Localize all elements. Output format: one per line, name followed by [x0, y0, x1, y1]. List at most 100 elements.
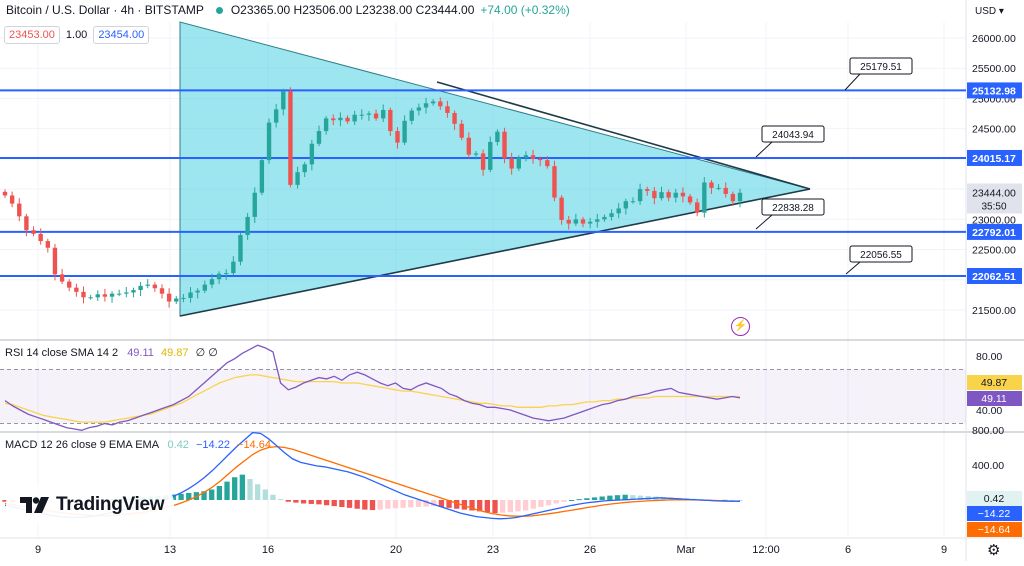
price-callout[interactable]: 25179.51 [844, 57, 913, 91]
candle-body [495, 131, 500, 142]
time-axis[interactable]: 9 13 16 20 23 26 Mar 12:00 6 9 [35, 544, 947, 556]
macd-histogram-bar [277, 499, 284, 501]
candle-body [673, 192, 678, 198]
callout-label: 25179.51 [860, 62, 902, 73]
candle-body [573, 219, 579, 224]
ohlc-values: O23365.00 H23506.00 L23238.00 C23444.00 [230, 3, 475, 17]
candles-layer [2, 87, 743, 308]
macd-histogram-bar [316, 500, 322, 505]
candle-body [216, 273, 222, 280]
price-tick-label: 26000.00 [972, 33, 1016, 45]
macd-histogram-bar [492, 500, 498, 514]
price-axis[interactable]: USD ▾26000.0025500.0025000.0024500.00240… [967, 6, 1022, 537]
candle-body [288, 91, 293, 185]
price-callouts[interactable]: 25179.51 24043.94 22838.28 22056.55 [755, 57, 913, 275]
triangle-pattern[interactable] [179, 21, 811, 317]
candle-body [445, 106, 450, 113]
callout-box[interactable] [849, 245, 913, 263]
price-tick-label: 21500.00 [972, 305, 1016, 317]
callout-box[interactable] [849, 57, 913, 75]
macd-histogram-bar [362, 500, 368, 510]
candle-body [195, 290, 200, 293]
macd-histogram-bar [201, 491, 207, 500]
candle-body [623, 201, 629, 209]
candle-body [331, 118, 336, 121]
macd-histogram-bar [224, 481, 230, 500]
candle-body [430, 101, 436, 104]
candle-body [124, 292, 129, 294]
rsi-tick-label: 40.00 [976, 405, 1002, 417]
candle-body [9, 195, 15, 204]
candle-body [52, 247, 58, 275]
candle-body [181, 297, 186, 299]
macd-legend[interactable]: MACD 12 26 close 9 EMA EMA 0.42 −14.22 −… [5, 439, 271, 451]
quantity-value[interactable]: 1.00 [65, 29, 88, 41]
callout-leader [755, 141, 773, 158]
rsi-sma-value: 49.87 [160, 347, 189, 359]
macd-histogram-bar [507, 500, 513, 513]
candle-body [381, 109, 386, 119]
candle-body [488, 141, 493, 170]
macd-histogram-bar [186, 493, 192, 500]
callout-box[interactable] [761, 198, 825, 216]
macd-tick-label: 400.00 [972, 460, 1004, 472]
macd-histogram-bar [431, 500, 437, 507]
callout-label: 24043.94 [772, 130, 814, 141]
lightning-icon[interactable]: ⚡ [731, 317, 750, 336]
macd-histogram-bar [522, 500, 529, 511]
rsi-extra-value: ∅ ∅ [195, 347, 218, 359]
candle-body [637, 189, 643, 202]
tradingview-logo[interactable]: TradingView [6, 485, 174, 525]
gear-icon[interactable]: ⚙ [987, 542, 1001, 559]
price-callout[interactable]: 22056.55 [845, 245, 913, 275]
buy-price-button[interactable]: 23454.00 [93, 26, 150, 44]
candle-body [723, 187, 728, 194]
callout-box[interactable] [761, 125, 825, 143]
candle-body [730, 193, 736, 202]
candle-body [409, 110, 414, 121]
candle-body [609, 213, 614, 217]
macd-histogram-bar [576, 499, 582, 501]
candle-body [17, 203, 22, 217]
candle-body [366, 113, 372, 115]
triangle-upper-trendline[interactable] [436, 81, 811, 190]
candle-body [694, 202, 700, 213]
macd-histogram-bar [255, 484, 261, 500]
macd-value-tag-label: −14.64 [978, 524, 1011, 536]
price-tick-label: 25500.00 [972, 63, 1016, 75]
level-price-tag[interactable] [967, 82, 1022, 99]
triangle-fill[interactable] [179, 21, 811, 317]
last-price-tag[interactable] [967, 183, 1022, 214]
price-callout[interactable]: 22838.28 [755, 198, 825, 230]
macd-histogram-bar [170, 494, 177, 500]
rsi-value-tag-label: 49.11 [981, 393, 1007, 405]
level-price-tag[interactable] [967, 223, 1022, 240]
sell-price-button[interactable]: 23453.00 [4, 26, 60, 44]
candle-body [309, 143, 315, 165]
level-price-tag[interactable] [967, 149, 1022, 166]
candle-body [109, 293, 115, 297]
level-price-tag[interactable] [967, 267, 1022, 284]
macd-histogram-bar [729, 499, 735, 501]
candle-body [231, 261, 236, 274]
macd-histogram-bar [369, 500, 376, 511]
symbol-title[interactable]: Bitcoin / U.S. Dollar · 4h · BITSTAMP [6, 3, 204, 17]
candle-body [587, 221, 593, 224]
candle-body [131, 290, 136, 293]
candle-body [509, 158, 514, 169]
candle-body [716, 187, 721, 189]
rsi-value-tag [967, 375, 1022, 390]
candle-body [352, 114, 357, 122]
price-callout[interactable]: 24043.94 [755, 125, 825, 158]
rsi-tick-label: 80.00 [976, 351, 1002, 363]
candle-body [687, 196, 693, 203]
macd-histogram-bar [285, 500, 291, 502]
currency-label[interactable]: USD ▾ [975, 6, 1004, 17]
rsi-legend[interactable]: RSI 14 close SMA 14 2 49.11 49.87 ∅ ∅ [5, 346, 218, 359]
macd-histogram-bar [2, 500, 8, 502]
candle-body [67, 281, 72, 288]
live-dot-icon [215, 6, 223, 14]
level-price-tag-label: 22062.51 [972, 271, 1016, 283]
